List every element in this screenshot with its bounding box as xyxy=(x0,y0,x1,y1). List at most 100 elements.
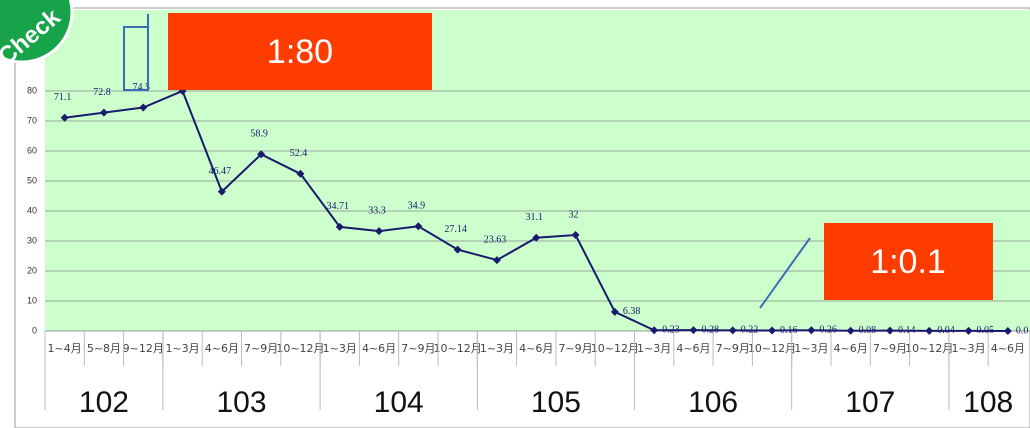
pointer-line xyxy=(759,237,811,309)
x-tick-label: 10~12月 xyxy=(748,342,796,355)
point xyxy=(217,187,226,196)
badge-circle xyxy=(0,0,74,64)
point xyxy=(728,326,737,335)
annotation: 1:80 xyxy=(267,33,333,71)
x-tick-label: 7~9月 xyxy=(558,342,592,355)
group-label: 105 xyxy=(531,386,581,419)
y-tick-label: 60 xyxy=(27,145,37,155)
x-tick-label: 4~6月 xyxy=(205,342,239,355)
point xyxy=(610,307,619,316)
data-label: 0.22 xyxy=(741,325,759,336)
point xyxy=(846,326,855,335)
x-tick-label: 10~12月 xyxy=(905,342,953,355)
point xyxy=(807,326,816,335)
data-label: 23.63 xyxy=(484,234,507,245)
group-label: 102 xyxy=(79,386,129,419)
data-label: 33.3 xyxy=(368,205,386,216)
x-tick-label: 4~6月 xyxy=(834,342,868,355)
y-tick-label: 70 xyxy=(27,115,37,125)
y-tick-label: 0 xyxy=(32,325,37,335)
x-tick-label: 7~9月 xyxy=(716,342,750,355)
group-label: 103 xyxy=(216,386,266,419)
point xyxy=(257,150,266,159)
data-label: 0.08 xyxy=(859,325,877,336)
data-label: 6.38 xyxy=(623,306,641,317)
group-label: 108 xyxy=(963,386,1013,419)
y-tick-label: 20 xyxy=(27,265,37,275)
data-label: 0.14 xyxy=(898,325,916,336)
data-label: 27.14 xyxy=(444,224,467,235)
x-tick-label: 1~3月 xyxy=(480,342,514,355)
point xyxy=(414,222,423,231)
point xyxy=(335,222,344,231)
data-label: 0.28 xyxy=(701,324,719,335)
x-tick-label: 10~12月 xyxy=(591,342,639,355)
y-tick-label: 80 xyxy=(27,85,37,95)
data-label: 32 xyxy=(569,209,579,220)
y-tick-label: 40 xyxy=(27,205,37,215)
annotation-bg xyxy=(824,223,993,300)
data-label: 0.26 xyxy=(819,325,837,336)
point xyxy=(99,108,108,117)
annotation-box: 1:80 xyxy=(168,13,432,90)
point xyxy=(689,326,698,335)
data-label: 0.05 xyxy=(977,325,995,336)
point xyxy=(453,245,462,254)
data-label: 0.04 xyxy=(937,325,955,336)
data-label: 34.71 xyxy=(327,201,350,212)
x-tick-label: 9~12月 xyxy=(123,342,164,355)
pointer-bracket xyxy=(123,14,149,91)
x-tick-label: 7~9月 xyxy=(873,342,907,355)
annotation-box: 1:0.1 xyxy=(824,223,993,300)
x-tick-label: 7~9月 xyxy=(244,342,278,355)
x-tick-label: 4~6月 xyxy=(991,342,1025,355)
point xyxy=(964,326,973,335)
data-label: 0.0 xyxy=(1016,325,1029,336)
point xyxy=(60,113,69,122)
x-tick-label: 7~9月 xyxy=(401,342,435,355)
x-tick-label: 1~3月 xyxy=(637,342,671,355)
x-tick-label: 1~3月 xyxy=(323,342,357,355)
point xyxy=(571,231,580,239)
data-label: 0.16 xyxy=(780,325,798,336)
x-tick-label: 4~6月 xyxy=(676,342,710,355)
x-tick-label: 1~4月 xyxy=(48,342,82,355)
x-tick-label: 10~12月 xyxy=(276,342,324,355)
x-tick-label: 5~8月 xyxy=(87,342,121,355)
data-label: 72.8 xyxy=(93,87,111,98)
point xyxy=(768,326,777,335)
data-label: 52.4 xyxy=(290,148,308,159)
data-label: 71.1 xyxy=(54,92,72,103)
x-tick-label: 1~3月 xyxy=(794,342,828,355)
x-tick-label: 1~3月 xyxy=(165,342,199,355)
group-label: 106 xyxy=(688,386,738,419)
point xyxy=(296,169,305,178)
point xyxy=(650,326,659,335)
data-label: 31.1 xyxy=(526,212,544,223)
x-tick-label: 10~12月 xyxy=(434,342,482,355)
group-label: 104 xyxy=(374,386,424,419)
point xyxy=(492,256,501,265)
annotation-bg xyxy=(168,13,432,90)
annotation: 1:0.1 xyxy=(870,243,946,281)
data-label: 46.47 xyxy=(209,166,232,177)
point xyxy=(375,227,384,236)
data-label: 58.9 xyxy=(250,129,268,140)
data-label: 74.5 xyxy=(133,82,151,93)
x-tick-label: 4~6月 xyxy=(362,342,396,355)
point xyxy=(925,326,934,335)
x-tick-label: 4~6月 xyxy=(519,342,553,355)
y-tick-label: 30 xyxy=(27,235,37,245)
group-label: 107 xyxy=(845,386,895,419)
point xyxy=(1003,327,1012,335)
point xyxy=(532,233,541,242)
marks: 71.172.874.58046.4758.952.434.7133.334.9… xyxy=(54,65,1028,336)
x-tick-label: 1~3月 xyxy=(951,342,985,355)
point xyxy=(885,326,894,335)
y-tick-label: 50 xyxy=(27,175,37,185)
data-label: 34.9 xyxy=(408,201,426,212)
y-tick-label: 10 xyxy=(27,295,37,305)
grid: 0 10 20 30 40 50 60 70 80 102 103 104 105 106 107 108 1~… xyxy=(27,85,1030,419)
point xyxy=(139,103,148,112)
